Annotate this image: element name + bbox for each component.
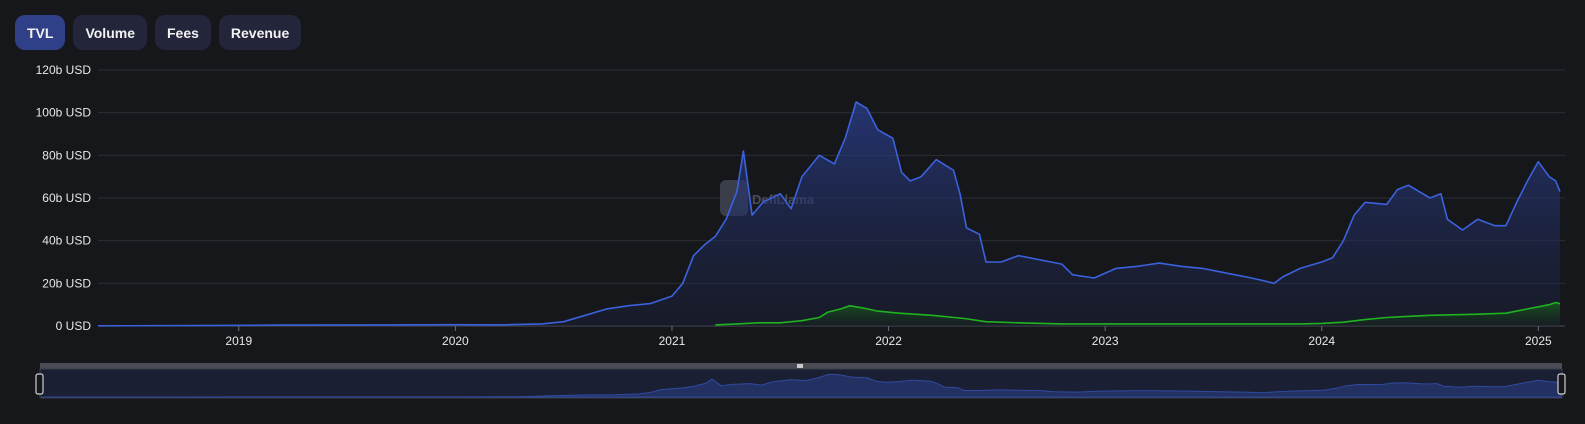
slider-grip-icon[interactable] <box>797 364 803 368</box>
x-axis: 2019 2020 2021 2022 2023 2024 2025 <box>98 325 1565 348</box>
y-axis: 0 USD 20b USD 40b USD 60b USD 80b USD 100b US… <box>36 63 92 333</box>
y-tick-label: 120b USD <box>36 63 92 77</box>
secondary-series-line <box>715 301 1561 326</box>
y-tick-label: 20b USD <box>42 276 91 290</box>
tab-fees[interactable]: Fees <box>154 15 211 50</box>
x-tick-label: 2024 <box>1308 334 1335 348</box>
y-tick-label: 40b USD <box>42 234 91 248</box>
x-tick-label: 2022 <box>875 334 902 348</box>
slider-left-handle[interactable] <box>35 373 44 395</box>
y-tick-label: 60b USD <box>42 191 91 205</box>
x-tick-label: 2021 <box>659 334 686 348</box>
secondary-area <box>715 302 1560 326</box>
slider-preview <box>41 373 1562 398</box>
tvl-series-line <box>97 101 1561 327</box>
tab-tvl[interactable]: TVL <box>15 15 66 50</box>
y-tick-label: 0 USD <box>56 319 92 333</box>
x-tick-label: 2025 <box>1525 334 1552 348</box>
y-tick-label: 80b USD <box>42 148 91 162</box>
series-group <box>97 101 1561 327</box>
tvl-area <box>98 102 1560 326</box>
x-tick-label: 2019 <box>225 334 252 348</box>
tab-revenue[interactable]: Revenue <box>218 15 302 50</box>
y-tick-label: 100b USD <box>36 106 92 120</box>
x-tick-label: 2020 <box>442 334 469 348</box>
x-tick-label: 2023 <box>1092 334 1119 348</box>
chart-tabs: TVL Volume Fees Revenue <box>15 15 302 50</box>
tab-volume[interactable]: Volume <box>73 15 147 50</box>
slider-right-handle[interactable] <box>1557 373 1566 395</box>
range-slider[interactable] <box>35 363 1566 399</box>
